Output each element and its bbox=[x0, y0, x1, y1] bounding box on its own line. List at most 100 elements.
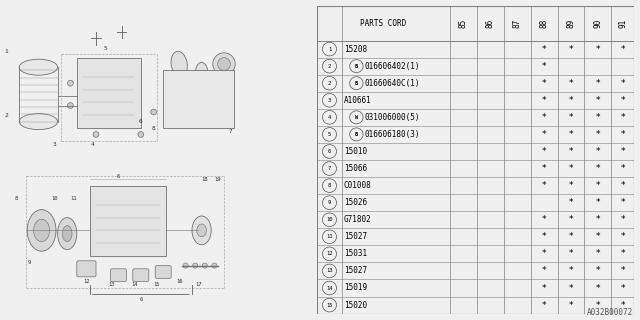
Circle shape bbox=[212, 263, 217, 268]
Text: B: B bbox=[355, 81, 358, 86]
Text: 4: 4 bbox=[91, 141, 95, 147]
Text: 10: 10 bbox=[326, 217, 333, 222]
Text: *: * bbox=[542, 232, 547, 241]
Text: 1: 1 bbox=[328, 47, 331, 52]
Text: 8: 8 bbox=[328, 183, 331, 188]
Text: *: * bbox=[620, 249, 625, 258]
Text: 3: 3 bbox=[328, 98, 331, 103]
Text: *: * bbox=[596, 44, 600, 53]
Text: B: B bbox=[355, 64, 358, 68]
Text: 031006000(5): 031006000(5) bbox=[365, 113, 420, 122]
FancyBboxPatch shape bbox=[77, 58, 141, 128]
Text: *: * bbox=[542, 79, 547, 88]
FancyBboxPatch shape bbox=[110, 269, 127, 282]
Text: 18: 18 bbox=[202, 177, 208, 182]
Text: *: * bbox=[596, 267, 600, 276]
Text: G71802: G71802 bbox=[344, 215, 371, 224]
Text: *: * bbox=[569, 113, 573, 122]
Text: 2: 2 bbox=[4, 113, 8, 118]
Circle shape bbox=[202, 263, 207, 268]
Text: 12: 12 bbox=[326, 252, 333, 256]
Text: 6: 6 bbox=[139, 297, 143, 302]
Text: *: * bbox=[569, 147, 573, 156]
Text: 87: 87 bbox=[513, 19, 522, 28]
Text: 15027: 15027 bbox=[344, 232, 367, 241]
FancyBboxPatch shape bbox=[155, 266, 172, 278]
Text: *: * bbox=[620, 267, 625, 276]
Ellipse shape bbox=[171, 51, 188, 77]
FancyBboxPatch shape bbox=[163, 70, 234, 128]
Text: *: * bbox=[620, 215, 625, 224]
Ellipse shape bbox=[28, 210, 56, 251]
Text: *: * bbox=[596, 164, 600, 173]
Text: *: * bbox=[620, 300, 625, 309]
Text: *: * bbox=[620, 147, 625, 156]
Text: W: W bbox=[355, 115, 358, 120]
Text: 8: 8 bbox=[14, 196, 18, 201]
Text: *: * bbox=[542, 181, 547, 190]
Text: *: * bbox=[620, 164, 625, 173]
Text: 15: 15 bbox=[154, 282, 160, 287]
Text: *: * bbox=[569, 232, 573, 241]
Ellipse shape bbox=[197, 224, 206, 237]
Text: 6: 6 bbox=[139, 119, 143, 124]
Text: 16: 16 bbox=[176, 279, 182, 284]
Text: 14: 14 bbox=[326, 285, 333, 291]
Text: 90: 90 bbox=[593, 19, 602, 28]
Text: 15066: 15066 bbox=[344, 164, 367, 173]
Text: *: * bbox=[596, 215, 600, 224]
Text: *: * bbox=[569, 215, 573, 224]
Ellipse shape bbox=[63, 226, 72, 242]
Text: 6: 6 bbox=[328, 149, 331, 154]
Text: 15010: 15010 bbox=[344, 147, 367, 156]
Text: *: * bbox=[596, 130, 600, 139]
Text: *: * bbox=[542, 147, 547, 156]
Text: 4: 4 bbox=[328, 115, 331, 120]
Text: B: B bbox=[355, 132, 358, 137]
Text: *: * bbox=[542, 62, 547, 71]
Text: *: * bbox=[542, 164, 547, 173]
Text: *: * bbox=[596, 249, 600, 258]
Text: *: * bbox=[596, 300, 600, 309]
Text: 13: 13 bbox=[109, 282, 115, 287]
Text: 01660640C(1): 01660640C(1) bbox=[365, 79, 420, 88]
Text: 11: 11 bbox=[70, 196, 77, 201]
Text: *: * bbox=[569, 164, 573, 173]
Circle shape bbox=[68, 103, 73, 108]
Text: *: * bbox=[542, 300, 547, 309]
Text: 85: 85 bbox=[459, 19, 468, 28]
Text: *: * bbox=[569, 96, 573, 105]
Text: 17: 17 bbox=[195, 282, 202, 287]
Text: *: * bbox=[620, 79, 625, 88]
Text: 12: 12 bbox=[83, 279, 90, 284]
Text: PARTS CORD: PARTS CORD bbox=[360, 19, 406, 28]
Text: *: * bbox=[596, 147, 600, 156]
Text: 15027: 15027 bbox=[344, 267, 367, 276]
Text: *: * bbox=[596, 113, 600, 122]
Text: *: * bbox=[569, 79, 573, 88]
Text: 016606180(3): 016606180(3) bbox=[365, 130, 420, 139]
Text: *: * bbox=[596, 79, 600, 88]
Ellipse shape bbox=[212, 53, 236, 75]
Text: *: * bbox=[620, 284, 625, 292]
Text: 19: 19 bbox=[214, 177, 221, 182]
Text: *: * bbox=[596, 96, 600, 105]
Text: *: * bbox=[596, 232, 600, 241]
Text: *: * bbox=[620, 130, 625, 139]
Text: 5: 5 bbox=[328, 132, 331, 137]
Text: 89: 89 bbox=[566, 19, 575, 28]
FancyBboxPatch shape bbox=[133, 269, 148, 282]
Text: *: * bbox=[569, 130, 573, 139]
Text: *: * bbox=[596, 181, 600, 190]
Text: *: * bbox=[542, 130, 547, 139]
Ellipse shape bbox=[195, 62, 208, 85]
Circle shape bbox=[183, 263, 188, 268]
Text: 15026: 15026 bbox=[344, 198, 367, 207]
Text: 3: 3 bbox=[52, 141, 56, 147]
Text: *: * bbox=[542, 96, 547, 105]
Text: 10: 10 bbox=[51, 196, 58, 201]
Text: *: * bbox=[542, 113, 547, 122]
Text: 15208: 15208 bbox=[344, 44, 367, 53]
FancyBboxPatch shape bbox=[77, 261, 96, 277]
Text: *: * bbox=[620, 96, 625, 105]
